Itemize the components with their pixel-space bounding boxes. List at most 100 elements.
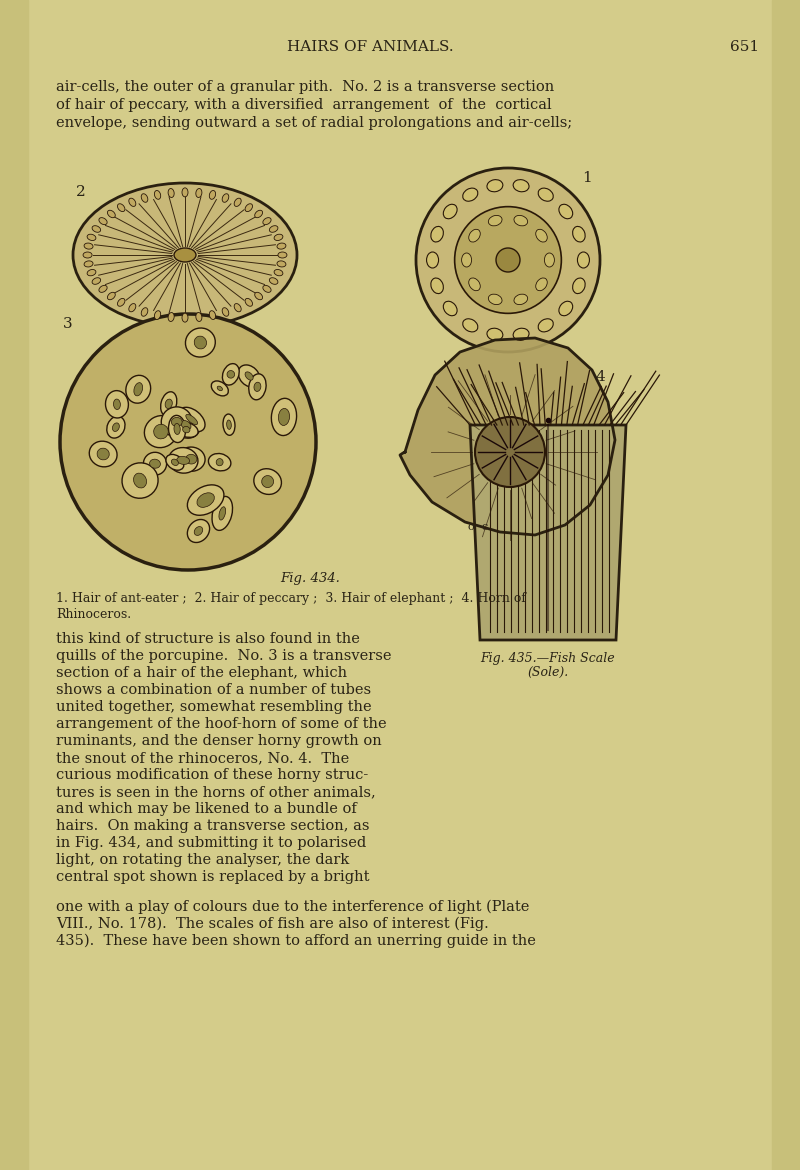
Text: of hair of peccary, with a diversified  arrangement  of  the  cortical: of hair of peccary, with a diversified a… — [56, 98, 552, 112]
Ellipse shape — [84, 261, 93, 267]
Ellipse shape — [122, 463, 158, 498]
Ellipse shape — [118, 298, 125, 307]
Ellipse shape — [114, 399, 120, 410]
Text: 651: 651 — [730, 40, 759, 54]
Ellipse shape — [181, 420, 191, 429]
Ellipse shape — [196, 188, 202, 198]
Ellipse shape — [90, 441, 117, 467]
Ellipse shape — [277, 243, 286, 249]
Ellipse shape — [278, 408, 290, 426]
Polygon shape — [470, 425, 626, 640]
Ellipse shape — [154, 191, 161, 199]
Ellipse shape — [431, 278, 443, 294]
Ellipse shape — [113, 422, 119, 432]
Ellipse shape — [87, 234, 96, 241]
Text: Rhinoceros.: Rhinoceros. — [56, 608, 131, 621]
Text: quills of the porcupine.  No. 3 is a transverse: quills of the porcupine. No. 3 is a tran… — [56, 649, 391, 663]
Ellipse shape — [172, 412, 200, 439]
Polygon shape — [400, 338, 615, 535]
Ellipse shape — [488, 294, 502, 304]
Ellipse shape — [254, 469, 282, 495]
Circle shape — [416, 168, 600, 352]
Ellipse shape — [262, 475, 274, 488]
Ellipse shape — [169, 448, 198, 473]
Ellipse shape — [84, 243, 93, 249]
Text: 2: 2 — [76, 185, 86, 199]
Ellipse shape — [544, 253, 554, 267]
Ellipse shape — [270, 277, 278, 284]
Ellipse shape — [222, 194, 229, 202]
Ellipse shape — [210, 311, 215, 319]
Ellipse shape — [142, 308, 148, 316]
Text: and which may be likened to a bundle of: and which may be likened to a bundle of — [56, 801, 357, 815]
Ellipse shape — [174, 248, 196, 262]
Ellipse shape — [154, 425, 168, 439]
Text: Fig. 435.—Fish Scale: Fig. 435.—Fish Scale — [481, 652, 615, 665]
Text: curious modification of these horny struc-: curious modification of these horny stru… — [56, 768, 368, 782]
Ellipse shape — [87, 269, 96, 276]
Text: envelope, sending outward a set of radial prolongations and air-cells;: envelope, sending outward a set of radia… — [56, 116, 572, 130]
Text: 435).  These have been shown to afford an unerring guide in the: 435). These have been shown to afford an… — [56, 934, 536, 949]
Text: 1. Hair of ant-eater ;  2. Hair of peccary ;  3. Hair of elephant ;  4. Horn of: 1. Hair of ant-eater ; 2. Hair of peccar… — [56, 592, 526, 605]
Ellipse shape — [573, 227, 585, 242]
Ellipse shape — [187, 519, 210, 543]
Text: HAIRS OF ANIMALS.: HAIRS OF ANIMALS. — [286, 40, 454, 54]
Ellipse shape — [186, 454, 197, 464]
Ellipse shape — [144, 415, 178, 448]
Circle shape — [475, 417, 545, 487]
Ellipse shape — [573, 278, 585, 294]
Ellipse shape — [538, 188, 554, 201]
Ellipse shape — [143, 453, 166, 475]
Ellipse shape — [431, 227, 443, 242]
Ellipse shape — [92, 277, 101, 284]
Ellipse shape — [514, 215, 528, 226]
Ellipse shape — [443, 301, 457, 316]
Ellipse shape — [559, 205, 573, 219]
Text: central spot shown is replaced by a bright: central spot shown is replaced by a brig… — [56, 870, 370, 885]
Ellipse shape — [462, 253, 472, 267]
Ellipse shape — [186, 328, 215, 357]
Text: section of a hair of the elephant, which: section of a hair of the elephant, which — [56, 666, 347, 680]
Ellipse shape — [162, 407, 192, 438]
Ellipse shape — [254, 211, 262, 218]
Ellipse shape — [134, 383, 142, 395]
Ellipse shape — [210, 191, 215, 199]
Text: air-cells, the outer of a granular pith.  No. 2 is a transverse section: air-cells, the outer of a granular pith.… — [56, 80, 554, 94]
Ellipse shape — [106, 417, 125, 438]
Ellipse shape — [270, 226, 278, 233]
Ellipse shape — [212, 496, 233, 530]
Ellipse shape — [182, 314, 188, 322]
Circle shape — [496, 248, 520, 271]
Ellipse shape — [197, 493, 214, 508]
Ellipse shape — [223, 414, 235, 435]
Ellipse shape — [278, 252, 287, 259]
Ellipse shape — [73, 183, 297, 326]
Ellipse shape — [161, 392, 177, 415]
Ellipse shape — [177, 456, 190, 464]
Ellipse shape — [578, 252, 590, 268]
Ellipse shape — [166, 454, 184, 470]
Ellipse shape — [245, 298, 253, 307]
Text: this kind of structure is also found in the: this kind of structure is also found in … — [56, 632, 360, 646]
Bar — [0, 0, 28, 1170]
Ellipse shape — [271, 398, 297, 435]
Text: one with a play of colours due to the interference of light (Plate: one with a play of colours due to the in… — [56, 900, 530, 915]
Ellipse shape — [426, 252, 438, 268]
Ellipse shape — [245, 204, 253, 212]
Text: light, on rotating the analyser, the dark: light, on rotating the analyser, the dar… — [56, 853, 350, 867]
Ellipse shape — [538, 318, 554, 332]
Ellipse shape — [129, 198, 136, 206]
Ellipse shape — [487, 329, 503, 340]
Ellipse shape — [142, 194, 148, 202]
Ellipse shape — [194, 526, 202, 536]
Ellipse shape — [277, 261, 286, 267]
Ellipse shape — [254, 292, 262, 300]
Ellipse shape — [274, 269, 283, 276]
Ellipse shape — [514, 294, 528, 304]
Circle shape — [60, 314, 316, 570]
Ellipse shape — [274, 234, 283, 241]
Ellipse shape — [174, 424, 180, 434]
Ellipse shape — [97, 448, 110, 460]
Ellipse shape — [107, 211, 115, 218]
Text: (Sole).: (Sole). — [527, 666, 569, 679]
